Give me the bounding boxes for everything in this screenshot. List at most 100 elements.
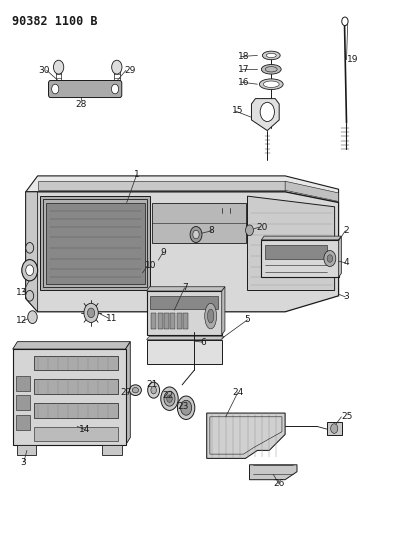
Circle shape	[26, 290, 34, 301]
Polygon shape	[38, 181, 285, 190]
Text: 22: 22	[162, 391, 173, 400]
Circle shape	[177, 396, 195, 419]
Ellipse shape	[261, 64, 281, 74]
Text: 7: 7	[182, 284, 188, 292]
Circle shape	[167, 395, 172, 402]
Polygon shape	[26, 176, 339, 203]
Text: 26: 26	[274, 480, 285, 488]
Polygon shape	[46, 203, 145, 284]
Circle shape	[88, 308, 95, 318]
Text: 4: 4	[344, 259, 349, 267]
Bar	[183, 313, 188, 329]
Circle shape	[260, 102, 274, 122]
Circle shape	[324, 251, 336, 266]
Polygon shape	[152, 203, 246, 243]
Circle shape	[161, 387, 178, 410]
Circle shape	[327, 255, 333, 262]
Bar	[34, 379, 118, 394]
Polygon shape	[147, 340, 222, 364]
Bar	[327, 422, 342, 435]
Bar	[16, 376, 30, 391]
Circle shape	[112, 60, 122, 74]
Text: 11: 11	[106, 314, 118, 322]
Text: 5: 5	[245, 316, 251, 324]
Ellipse shape	[208, 309, 214, 323]
Polygon shape	[147, 291, 222, 335]
Polygon shape	[40, 196, 150, 290]
Ellipse shape	[263, 81, 279, 87]
Bar	[177, 313, 182, 329]
Text: 6: 6	[200, 338, 206, 346]
Polygon shape	[339, 236, 341, 277]
Bar	[34, 403, 118, 418]
Text: 28: 28	[76, 100, 87, 109]
Text: 15: 15	[232, 107, 243, 115]
Circle shape	[193, 230, 199, 239]
Polygon shape	[248, 196, 335, 290]
Circle shape	[28, 311, 37, 324]
Bar	[16, 395, 30, 410]
FancyBboxPatch shape	[49, 80, 122, 98]
Text: 27: 27	[120, 389, 131, 397]
Text: 10: 10	[145, 262, 156, 270]
Bar	[170, 313, 175, 329]
Bar	[34, 356, 118, 370]
Circle shape	[84, 303, 98, 322]
Text: 3: 3	[20, 458, 26, 466]
Circle shape	[148, 382, 160, 398]
Polygon shape	[147, 287, 225, 291]
Ellipse shape	[129, 385, 141, 395]
Polygon shape	[147, 336, 225, 340]
Text: 14: 14	[80, 425, 91, 434]
Text: 21: 21	[147, 381, 158, 389]
Polygon shape	[261, 240, 339, 277]
Bar	[150, 296, 218, 309]
Text: 17: 17	[238, 65, 249, 74]
Circle shape	[151, 386, 156, 394]
Circle shape	[22, 260, 38, 281]
Text: 9: 9	[160, 248, 166, 256]
Text: 23: 23	[178, 402, 189, 410]
Ellipse shape	[267, 53, 276, 58]
Bar	[16, 415, 30, 430]
Circle shape	[164, 391, 175, 406]
Polygon shape	[249, 465, 297, 480]
Text: 18: 18	[238, 52, 249, 61]
Ellipse shape	[132, 387, 139, 393]
Polygon shape	[13, 342, 130, 349]
Polygon shape	[26, 192, 38, 312]
Text: 20: 20	[257, 223, 268, 231]
Polygon shape	[261, 236, 341, 240]
Circle shape	[112, 84, 119, 94]
Polygon shape	[207, 413, 285, 458]
Circle shape	[26, 243, 34, 253]
Text: 12: 12	[16, 317, 27, 325]
Text: 90382 1100 B: 90382 1100 B	[12, 15, 97, 28]
Circle shape	[246, 225, 253, 236]
Circle shape	[342, 17, 348, 26]
Text: 13: 13	[16, 288, 28, 296]
Text: 29: 29	[125, 66, 136, 75]
Circle shape	[190, 227, 202, 243]
Bar	[34, 427, 118, 441]
Text: 8: 8	[208, 227, 214, 235]
Polygon shape	[126, 342, 130, 445]
Text: 2: 2	[344, 227, 349, 235]
Text: 24: 24	[232, 389, 243, 397]
Text: 19: 19	[346, 55, 358, 64]
Polygon shape	[26, 192, 339, 312]
Text: 25: 25	[341, 413, 353, 421]
Polygon shape	[13, 349, 126, 445]
Ellipse shape	[259, 79, 283, 90]
Ellipse shape	[263, 51, 280, 60]
Text: 3: 3	[344, 293, 350, 301]
Bar	[164, 313, 169, 329]
Polygon shape	[222, 287, 225, 335]
Bar	[151, 313, 156, 329]
Bar	[265, 245, 327, 259]
Polygon shape	[17, 445, 36, 455]
Text: 16: 16	[238, 78, 249, 86]
Circle shape	[331, 424, 338, 433]
Circle shape	[181, 400, 192, 415]
Polygon shape	[102, 445, 122, 455]
